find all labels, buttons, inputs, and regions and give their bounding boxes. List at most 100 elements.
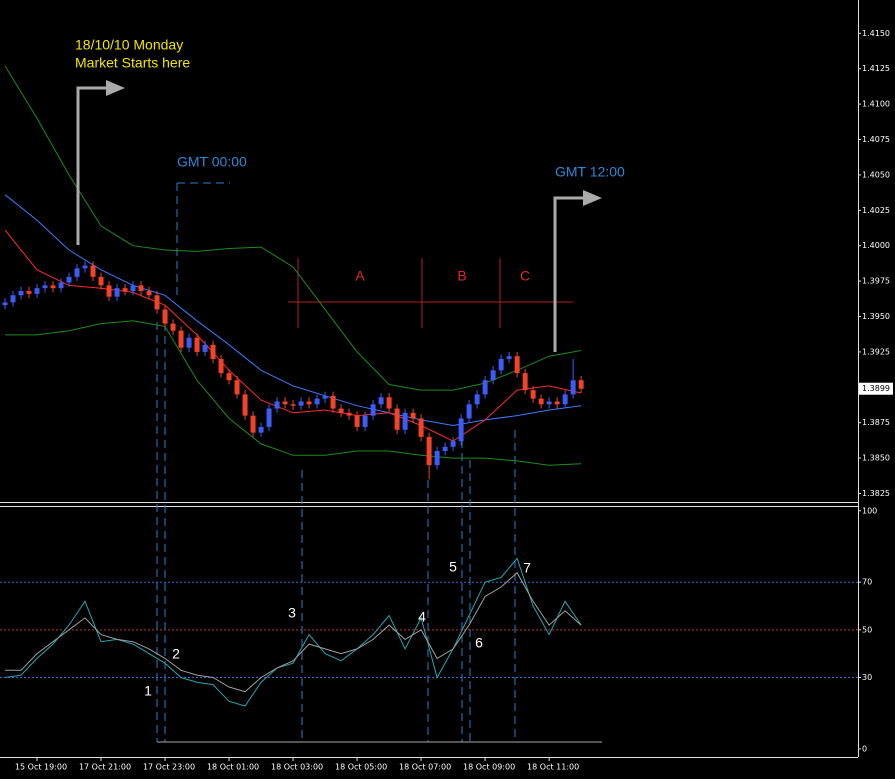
point-label: 2 — [172, 646, 180, 662]
candle-body — [58, 282, 64, 289]
candle-body — [546, 401, 552, 405]
y-tick-label: 1.3875 — [862, 418, 890, 427]
candle-body — [266, 408, 272, 427]
candle-body — [450, 441, 456, 447]
y-tick-label: 1.4050 — [862, 170, 890, 179]
candle-body — [482, 380, 488, 395]
x-tick-label: 17 Oct 23:00 — [143, 763, 195, 772]
candle-body — [202, 344, 208, 352]
y-tick-label: 100 — [862, 506, 877, 515]
candle-body — [170, 323, 176, 331]
candle-body — [578, 380, 584, 389]
segment-label: B — [457, 268, 466, 284]
candle-body — [98, 276, 104, 286]
candle-body — [106, 285, 112, 297]
candle-body — [570, 380, 576, 395]
candle-body — [514, 356, 520, 374]
candle-body — [122, 288, 128, 292]
candle-body — [146, 291, 152, 296]
point-label: 3 — [288, 605, 296, 621]
arrows — [76, 86, 585, 352]
x-tick-label: 18 Oct 11:00 — [527, 763, 579, 772]
segment-label: C — [520, 268, 530, 284]
candle-body — [498, 358, 504, 371]
candle-body — [562, 394, 568, 405]
point-label: 7 — [523, 560, 531, 576]
candle-body — [186, 337, 192, 348]
x-tick-label: 18 Oct 05:00 — [335, 763, 387, 772]
x-tick-label: 18 Oct 01:00 — [207, 763, 259, 772]
candle-body — [242, 394, 248, 416]
candle-body — [154, 295, 160, 310]
candle-body — [34, 288, 40, 294]
x-tick-label: 17 Oct 21:00 — [79, 763, 131, 772]
indicator-line — [5, 320, 582, 466]
segment-label: A — [355, 268, 365, 284]
time-markers — [156, 182, 516, 742]
candle-body — [226, 373, 232, 381]
x-tick-label: 18 Oct 07:00 — [399, 763, 451, 772]
candle-body — [90, 265, 96, 277]
point-label: 6 — [475, 635, 483, 651]
y-tick-label: 70 — [862, 578, 872, 587]
candle-body — [258, 426, 264, 433]
candle-body — [2, 302, 8, 306]
y-tick-label: 50 — [862, 625, 872, 634]
candle-body — [210, 344, 216, 359]
candle-body — [66, 276, 72, 283]
candle-body — [234, 380, 240, 395]
candle-body — [434, 451, 440, 466]
candle-body — [394, 408, 400, 430]
candle-body — [386, 397, 392, 409]
candle-body — [250, 415, 256, 433]
y-tick-label: 1.3950 — [862, 312, 890, 321]
candle-body — [282, 401, 288, 405]
candle-body — [306, 401, 312, 405]
candle-body — [130, 285, 136, 292]
price-label: 1.3899 — [862, 384, 890, 393]
candle-body — [370, 404, 376, 416]
x-tick-label: 18 Oct 03:00 — [271, 763, 323, 772]
x-tick-label: 15 Oct 19:00 — [15, 763, 67, 772]
annotation: GMT 00:00 — [177, 154, 247, 170]
candle-body — [274, 401, 280, 409]
plot-area: 1.4150 1.4125 1.4100 1.4075 1.4050 1.4025 1.40… — [0, 29, 893, 772]
candle-body — [330, 395, 336, 409]
frame — [0, 0, 859, 758]
candle-body — [538, 398, 544, 405]
candle-body — [458, 418, 464, 442]
y-tick-label: 0 — [862, 744, 867, 753]
candle-body — [442, 446, 448, 452]
y-tick-label: 1.4100 — [862, 100, 890, 109]
candle-body — [466, 404, 472, 419]
candle-body — [50, 285, 56, 289]
candle-body — [322, 395, 328, 399]
y-tick-label: 1.3850 — [862, 454, 890, 463]
y-tick-label: 1.4000 — [862, 241, 890, 250]
candle-body — [114, 288, 120, 297]
y-tick-label: 1.4150 — [862, 29, 890, 38]
annotation: Market Starts here — [75, 55, 190, 71]
candle-body — [138, 285, 144, 292]
candle-body — [74, 268, 80, 277]
candle-body — [42, 285, 48, 289]
y-tick-label: 1.3975 — [862, 277, 890, 286]
y-tick-label: 1.4025 — [862, 206, 890, 215]
candle-body — [418, 418, 424, 437]
annotation: GMT 12:00 — [555, 164, 625, 180]
candle-body — [162, 309, 168, 324]
candle-body — [362, 415, 368, 427]
candle-body — [410, 412, 416, 419]
candle-body — [402, 412, 408, 430]
y-tick-label: 1.4125 — [862, 64, 890, 73]
point-label: 1 — [144, 683, 152, 699]
candle-body — [290, 404, 296, 406]
arrow-head — [583, 190, 602, 206]
candle-body — [346, 412, 352, 416]
annotation: 18/10/10 Monday — [75, 37, 183, 53]
candle-body — [554, 401, 560, 405]
candle-body — [18, 291, 24, 296]
arrow — [76, 86, 108, 245]
